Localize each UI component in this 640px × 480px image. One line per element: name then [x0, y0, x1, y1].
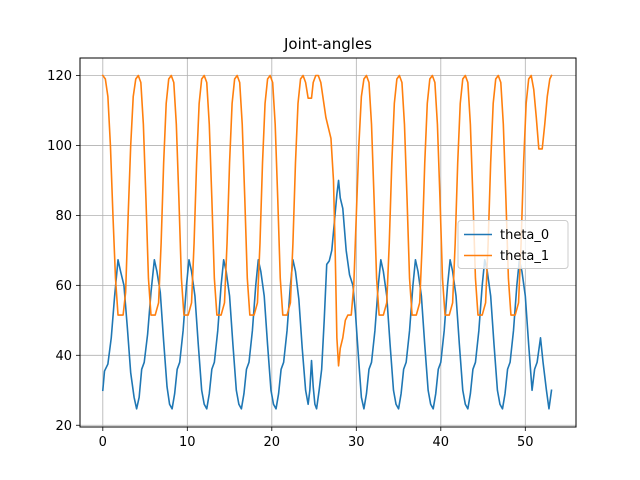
y-tick-label: 60: [55, 279, 72, 294]
legend: theta_0 theta_1: [457, 220, 569, 269]
y-tick-label: 40: [55, 349, 72, 364]
x-tick-label: 50: [517, 435, 534, 450]
series-layer: [101, 74, 553, 410]
x-tick-label: 10: [179, 435, 196, 450]
x-tick-label: 30: [348, 435, 365, 450]
grid: [80, 58, 576, 427]
legend-label: theta_1: [500, 249, 549, 264]
legend-box: [457, 220, 569, 269]
chart-title: Joint-angles: [283, 35, 372, 53]
ticks: 0 10 20 30 40 50 20 40 60 80 100 120: [47, 69, 533, 450]
axes-frame: [79, 57, 577, 428]
x-tick-label: 0: [99, 435, 107, 450]
series-line-theta-0: [101, 179, 553, 410]
series-line-theta-1: [101, 74, 553, 367]
x-tick-label: 40: [433, 435, 450, 450]
y-tick-label: 20: [55, 419, 72, 434]
y-tick-label: 80: [55, 209, 72, 224]
y-tick-label: 120: [47, 69, 72, 84]
y-tick-label: 100: [47, 139, 72, 154]
x-tick-label: 20: [264, 435, 281, 450]
legend-label: theta_0: [500, 228, 549, 243]
